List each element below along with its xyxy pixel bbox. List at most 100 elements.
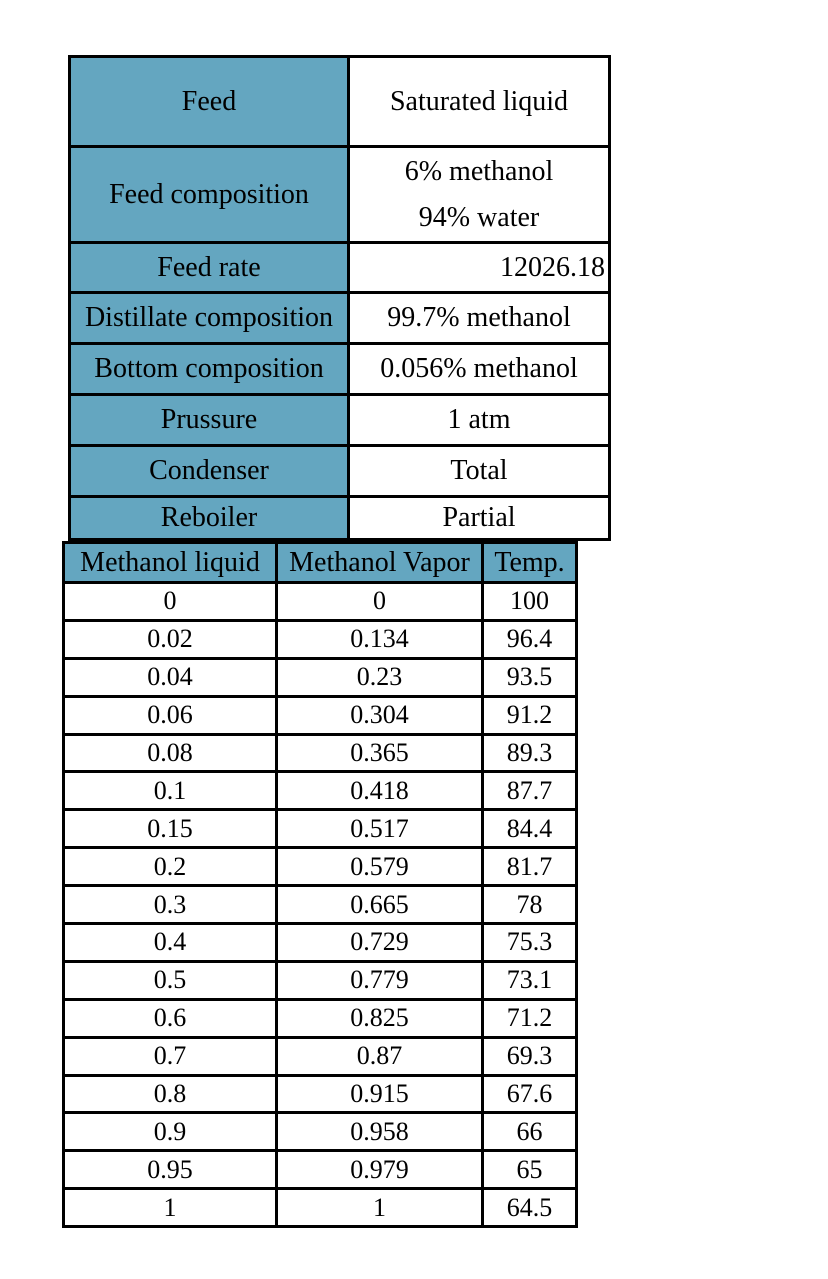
liquid-cell: 0.02 [62,618,278,660]
table-row: 0.04 0.23 93.5 [62,656,578,698]
spec-label: Distillate composition [68,291,350,345]
spec-row-feed-composition: Feed composition 6% methanol 94% water [68,145,611,244]
vapor-cell: 0.418 [275,770,484,812]
temp-cell: 66 [481,1111,578,1153]
liquid-cell: 0.1 [62,770,278,812]
vapor-cell: 0.958 [275,1111,484,1153]
spec-label: Feed [68,55,350,148]
table-row: 0.3 0.665 78 [62,884,578,926]
spec-value: 0.056% methanol [347,342,611,396]
spec-value: Total [347,444,611,498]
table-row: 0.2 0.579 81.7 [62,846,578,888]
vapor-cell: 0.365 [275,732,484,774]
temp-cell: 81.7 [481,846,578,888]
temp-cell: 87.7 [481,770,578,812]
header-temp: Temp. [481,541,578,584]
temp-cell: 73.1 [481,959,578,1001]
vapor-cell: 0.134 [275,618,484,660]
vapor-cell: 0.979 [275,1149,484,1191]
temp-cell: 71.2 [481,997,578,1039]
temp-cell: 91.2 [481,694,578,736]
temp-cell: 65 [481,1149,578,1191]
vle-data-table: Methanol liquid Methanol Vapor Temp. 0 0… [62,541,578,1229]
table-row: 0.5 0.779 73.1 [62,959,578,1001]
spec-row-distillate-composition: Distillate composition 99.7% methanol [68,291,611,345]
column-spec-table: Feed Saturated liquid Feed composition 6… [68,55,611,541]
spec-value: Partial [347,495,611,541]
spec-row-feed-rate: Feed rate 12026.18 [68,241,611,294]
temp-cell: 84.4 [481,808,578,850]
header-methanol-vapor: Methanol Vapor [275,541,484,584]
liquid-cell: 0.7 [62,1035,278,1077]
spec-label: Feed composition [68,145,350,244]
spec-row-condenser: Condenser Total [68,444,611,498]
liquid-cell: 0.15 [62,808,278,850]
table-row: 0.7 0.87 69.3 [62,1035,578,1077]
liquid-cell: 0.8 [62,1073,278,1115]
temp-cell: 100 [481,581,578,622]
vapor-cell: 0.517 [275,808,484,850]
temp-cell: 64.5 [481,1187,578,1229]
vapor-cell: 1 [275,1187,484,1229]
temp-cell: 93.5 [481,656,578,698]
table-row: 0.1 0.418 87.7 [62,770,578,812]
vle-header-row: Methanol liquid Methanol Vapor Temp. [62,541,578,584]
liquid-cell: 1 [62,1187,278,1229]
spec-label: Bottom composition [68,342,350,396]
spec-value: 12026.18 [347,241,611,294]
feed-composition-line-2: 94% water [418,201,540,233]
temp-cell: 96.4 [481,618,578,660]
spec-row-bottom-composition: Bottom composition 0.056% methanol [68,342,611,396]
spec-label: Feed rate [68,241,350,294]
feed-composition-line-1: 6% methanol [404,155,554,187]
vapor-cell: 0 [275,581,484,622]
temp-cell: 75.3 [481,922,578,963]
vapor-cell: 0.87 [275,1035,484,1077]
vapor-cell: 0.665 [275,884,484,926]
table-row: 0.95 0.979 65 [62,1149,578,1191]
liquid-cell: 0.4 [62,922,278,963]
liquid-cell: 0.2 [62,846,278,888]
liquid-cell: 0.04 [62,656,278,698]
vapor-cell: 0.579 [275,846,484,888]
table-row: 0.08 0.365 89.3 [62,732,578,774]
liquid-cell: 0.06 [62,694,278,736]
liquid-cell: 0.3 [62,884,278,926]
table-row: 0.8 0.915 67.6 [62,1073,578,1115]
table-row: 1 1 64.5 [62,1187,578,1229]
spec-row-feed: Feed Saturated liquid [68,55,611,148]
vapor-cell: 0.915 [275,1073,484,1115]
table-row: 0.9 0.958 66 [62,1111,578,1153]
temp-cell: 78 [481,884,578,926]
table-row: 0.15 0.517 84.4 [62,808,578,850]
spec-value: Saturated liquid [347,55,611,148]
spec-label: Condenser [68,444,350,498]
table-row: 0.02 0.134 96.4 [62,618,578,660]
liquid-cell: 0.08 [62,732,278,774]
liquid-cell: 0.95 [62,1149,278,1191]
table-row: 0.4 0.729 75.3 [62,922,578,963]
vapor-cell: 0.825 [275,997,484,1039]
header-methanol-liquid: Methanol liquid [62,541,278,584]
vapor-cell: 0.23 [275,656,484,698]
table-row: 0.06 0.304 91.2 [62,694,578,736]
table-row: 0.6 0.825 71.2 [62,997,578,1039]
vapor-cell: 0.779 [275,959,484,1001]
vapor-cell: 0.304 [275,694,484,736]
spec-label: Prussure [68,393,350,447]
temp-cell: 69.3 [481,1035,578,1077]
vapor-cell: 0.729 [275,922,484,963]
spec-value: 6% methanol 94% water [347,145,611,244]
spec-row-reboiler: Reboiler Partial [68,495,611,541]
spec-label: Reboiler [68,495,350,541]
liquid-cell: 0.9 [62,1111,278,1153]
temp-cell: 67.6 [481,1073,578,1115]
spec-value: 1 atm [347,393,611,447]
liquid-cell: 0 [62,581,278,622]
spec-row-pressure: Prussure 1 atm [68,393,611,447]
table-row: 0 0 100 [62,581,578,622]
temp-cell: 89.3 [481,732,578,774]
liquid-cell: 0.6 [62,997,278,1039]
spec-value: 99.7% methanol [347,291,611,345]
liquid-cell: 0.5 [62,959,278,1001]
